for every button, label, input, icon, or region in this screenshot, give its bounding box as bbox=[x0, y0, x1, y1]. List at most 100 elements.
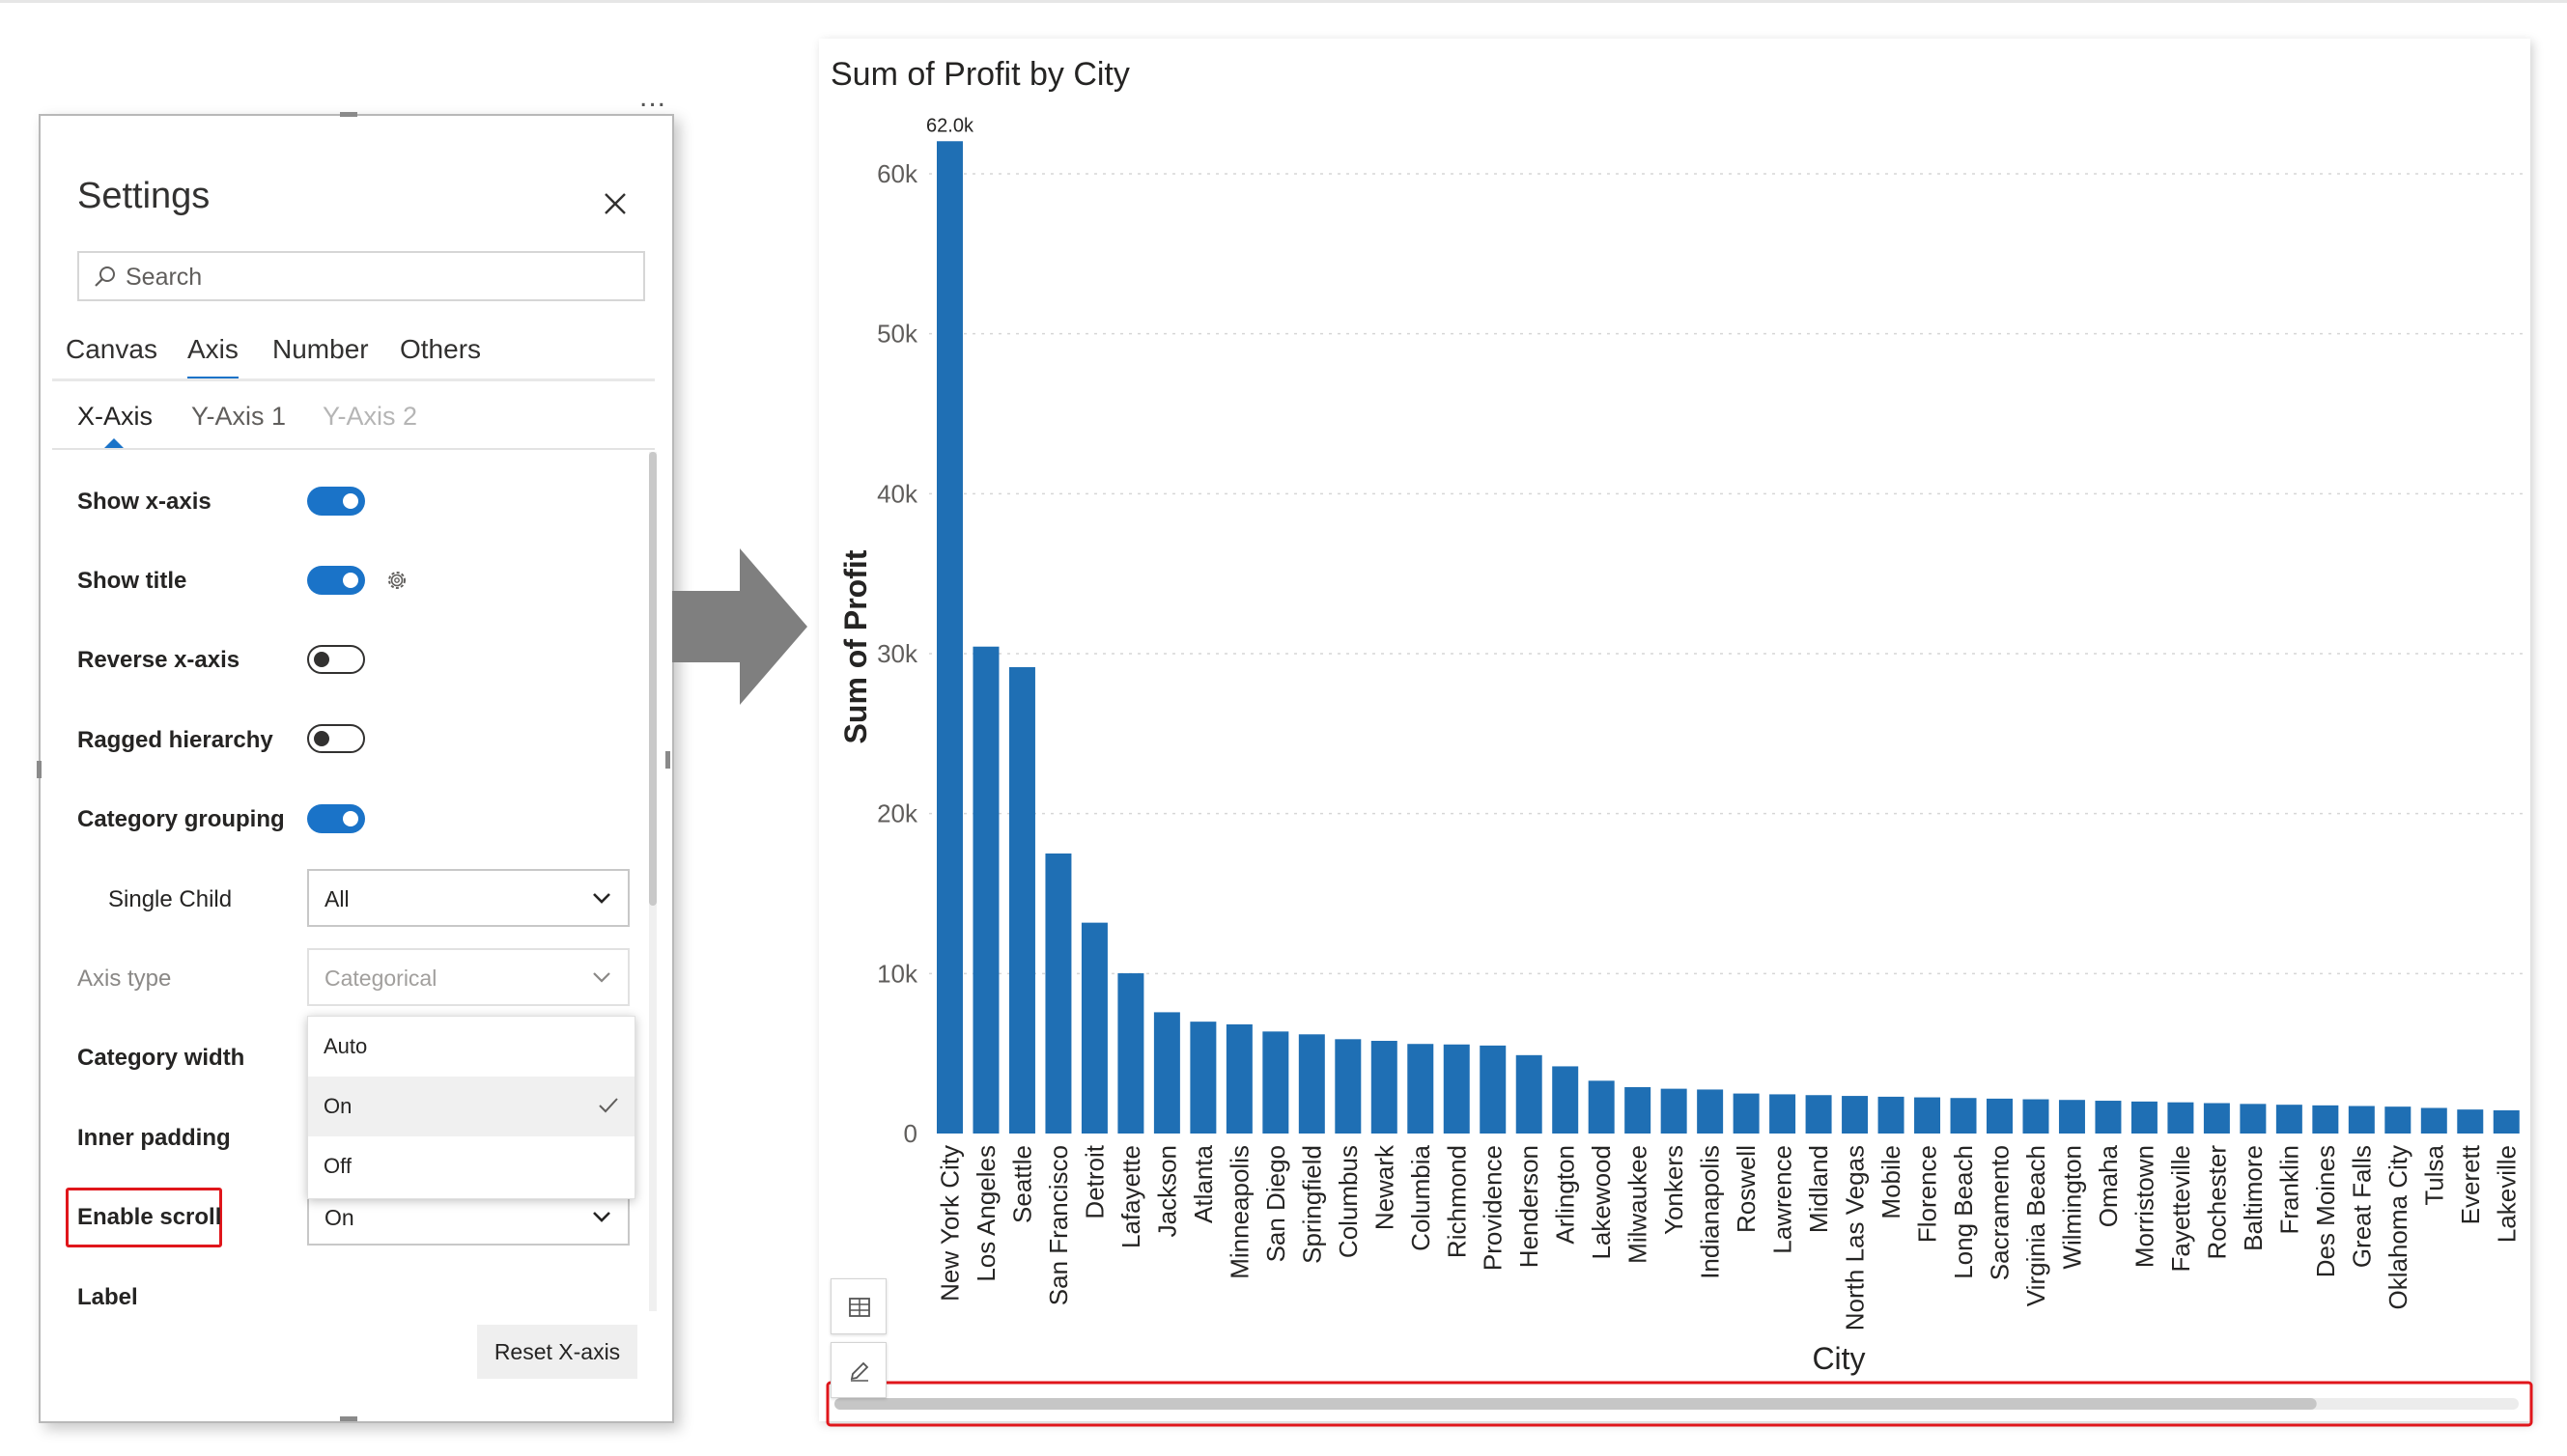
subtab-y-axis-1[interactable]: Y-Axis 1 bbox=[191, 402, 287, 431]
pencil-icon bbox=[850, 1361, 869, 1382]
x-tick-label: Providence bbox=[1479, 1145, 1508, 1271]
show-title-toggle[interactable] bbox=[307, 566, 365, 595]
x-tick-label: Omaha bbox=[2094, 1144, 2123, 1227]
chevron-down-icon bbox=[593, 893, 610, 904]
resize-handle-bottom[interactable] bbox=[340, 1416, 357, 1421]
bar bbox=[2022, 1099, 2049, 1134]
panel-scrollbar-thumb[interactable] bbox=[649, 452, 657, 906]
dropdown-menu: Auto On Off bbox=[307, 1016, 635, 1199]
dropdown-option-label: On bbox=[324, 1094, 353, 1118]
dropdown-option-auto[interactable]: Auto bbox=[308, 1017, 635, 1077]
x-tick-label: Midland bbox=[1804, 1145, 1833, 1233]
bar bbox=[1117, 973, 1144, 1134]
x-tick-label: Columbia bbox=[1406, 1144, 1435, 1250]
bar bbox=[1190, 1022, 1217, 1134]
close-icon[interactable] bbox=[601, 189, 630, 218]
y-tick-label: 60k bbox=[877, 159, 918, 188]
bar bbox=[1805, 1095, 1832, 1134]
x-axis-title: City bbox=[1812, 1341, 1865, 1376]
y-tick-label: 40k bbox=[877, 479, 918, 508]
x-tick-label: Lawrence bbox=[1768, 1145, 1797, 1254]
bar bbox=[1045, 853, 1072, 1134]
bar bbox=[1733, 1093, 1760, 1134]
table-view-button[interactable] bbox=[831, 1278, 887, 1334]
bar bbox=[1153, 1012, 1180, 1134]
x-tick-label: Rochester bbox=[2202, 1145, 2231, 1260]
x-tick-label: Newark bbox=[1369, 1144, 1398, 1230]
bar bbox=[1407, 1044, 1434, 1134]
subtab-indicator bbox=[104, 438, 124, 448]
x-tick-label: Minneapolis bbox=[1225, 1145, 1254, 1279]
bar bbox=[2275, 1105, 2302, 1134]
ragged-hierarchy-label: Ragged hierarchy bbox=[77, 727, 273, 753]
x-tick-label: Wilmington bbox=[2057, 1145, 2086, 1270]
dropdown-option-on[interactable]: On bbox=[308, 1077, 635, 1136]
subtab-x-axis[interactable]: X-Axis bbox=[77, 402, 154, 431]
bar bbox=[1262, 1031, 1289, 1134]
reset-x-axis-button[interactable]: Reset X-axis bbox=[477, 1325, 637, 1379]
bar bbox=[1335, 1039, 1362, 1134]
search-box[interactable] bbox=[77, 251, 645, 301]
x-tick-label: Lakeville bbox=[2492, 1145, 2521, 1243]
bar bbox=[1950, 1098, 1977, 1134]
x-tick-label: Long Beach bbox=[1949, 1145, 1978, 1279]
x-tick-label: Yonkers bbox=[1659, 1145, 1688, 1235]
resize-handle-left[interactable] bbox=[37, 761, 42, 778]
y-tick-label: 10k bbox=[877, 959, 918, 988]
bar bbox=[1480, 1045, 1507, 1134]
x-tick-label: Fayetteville bbox=[2166, 1145, 2195, 1273]
x-tick-label: San Francisco bbox=[1044, 1145, 1073, 1305]
bar bbox=[1660, 1088, 1687, 1134]
bar bbox=[1769, 1094, 1796, 1134]
more-options-icon[interactable]: ... bbox=[639, 81, 667, 113]
x-tick-label: Seattle bbox=[1007, 1145, 1036, 1223]
x-tick-label: Morristown bbox=[2130, 1145, 2158, 1268]
search-icon bbox=[95, 266, 115, 287]
x-tick-label: Springfield bbox=[1297, 1145, 1326, 1264]
bar bbox=[2348, 1106, 2375, 1134]
ragged-hierarchy-toggle[interactable] bbox=[307, 724, 365, 753]
tab-divider bbox=[52, 378, 655, 381]
subtab-divider bbox=[52, 448, 655, 450]
chevron-down-icon bbox=[593, 1212, 610, 1222]
bar bbox=[2493, 1109, 2520, 1134]
bar bbox=[1842, 1096, 1869, 1134]
enable-scroll-label: Enable scroll bbox=[77, 1204, 222, 1230]
tab-others[interactable]: Others bbox=[400, 334, 482, 364]
bar bbox=[2130, 1101, 2158, 1134]
resize-handle-top[interactable] bbox=[340, 112, 357, 117]
bar bbox=[2058, 1100, 2085, 1134]
bar bbox=[2095, 1101, 2122, 1134]
gear-icon[interactable] bbox=[384, 568, 409, 593]
bar bbox=[1914, 1097, 1941, 1134]
single-child-select[interactable]: All bbox=[307, 869, 630, 927]
reverse-x-axis-label: Reverse x-axis bbox=[77, 647, 240, 673]
show-x-axis-toggle[interactable] bbox=[307, 487, 365, 516]
x-tick-label: San Diego bbox=[1261, 1145, 1290, 1262]
tab-canvas[interactable]: Canvas bbox=[66, 334, 157, 364]
resize-handle-right[interactable] bbox=[665, 751, 670, 769]
bar bbox=[2240, 1104, 2267, 1134]
edit-button[interactable] bbox=[831, 1342, 887, 1398]
subtab-y-axis-2: Y-Axis 2 bbox=[323, 402, 418, 431]
dropdown-option-off[interactable]: Off bbox=[308, 1136, 635, 1196]
bar bbox=[2420, 1107, 2447, 1134]
table-icon bbox=[849, 1298, 870, 1317]
chart-scrollbar-thumb[interactable] bbox=[834, 1398, 2317, 1410]
tab-number[interactable]: Number bbox=[272, 334, 369, 364]
label-section-label: Label bbox=[77, 1284, 138, 1310]
x-tick-label: Lakewood bbox=[1587, 1145, 1616, 1260]
x-tick-label: Baltimore bbox=[2239, 1145, 2268, 1251]
x-tick-label: New York City bbox=[935, 1145, 964, 1302]
axis-type-label: Axis type bbox=[77, 966, 172, 992]
bar bbox=[1443, 1044, 1470, 1134]
x-tick-label: Mobile bbox=[1876, 1145, 1905, 1219]
category-grouping-toggle[interactable] bbox=[307, 804, 365, 833]
reverse-x-axis-toggle[interactable] bbox=[307, 645, 365, 674]
x-tick-label: Detroit bbox=[1080, 1144, 1109, 1218]
bar bbox=[2312, 1105, 2339, 1134]
search-input[interactable] bbox=[124, 253, 630, 301]
chevron-down-icon bbox=[593, 972, 610, 983]
bar bbox=[1697, 1089, 1724, 1134]
